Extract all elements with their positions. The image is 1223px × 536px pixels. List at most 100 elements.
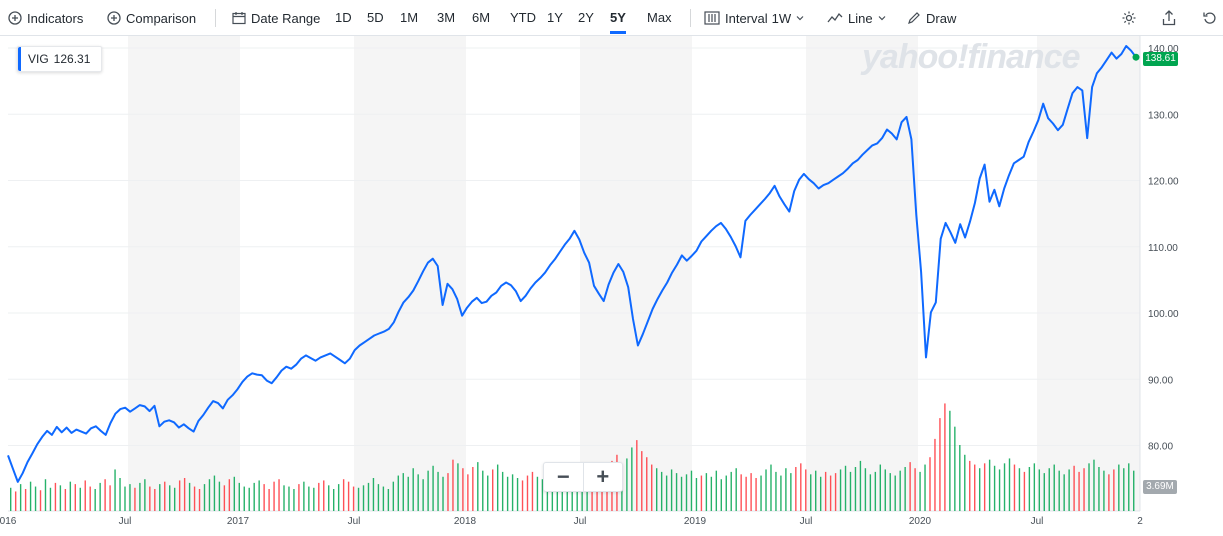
volume-bar [392, 481, 395, 511]
indicators-label: Indicators [27, 10, 84, 26]
comparison-button[interactable]: Comparison [107, 0, 196, 36]
volume-bar [496, 464, 499, 511]
volume-bar [193, 486, 196, 511]
settings-button[interactable] [1121, 0, 1142, 36]
volume-bar [521, 480, 524, 511]
volume-bar [964, 454, 966, 511]
range-button-1y[interactable]: 1Y [547, 10, 563, 25]
indicators-button[interactable]: Indicators [8, 0, 83, 36]
volume-bar [819, 476, 822, 511]
x-tick-label: Jul [574, 516, 587, 527]
volume-bar [1063, 474, 1065, 511]
range-button-max[interactable]: Max [647, 10, 672, 25]
x-tick-label: Jul [348, 516, 361, 527]
volume-bar [462, 468, 464, 511]
volume-bar [770, 464, 772, 511]
volume-bar [884, 469, 886, 511]
volume-bar [144, 479, 146, 511]
volume-bar [506, 476, 509, 511]
volume-bar [238, 482, 240, 511]
volume-bar [89, 486, 91, 511]
reset-button[interactable] [1203, 0, 1222, 36]
chart-toolbar: Indicators Comparison Date Range 1D 5D 1M 3… [0, 0, 1223, 36]
volume-bar [318, 482, 320, 511]
volume-bar [700, 475, 703, 511]
volume-bar [790, 473, 792, 511]
volume-bar [894, 475, 896, 511]
volume-bar [949, 410, 951, 511]
range-button-1m[interactable]: 1M [400, 10, 419, 25]
volume-bar [561, 478, 563, 511]
volume-bar [725, 475, 727, 511]
volume-bar [223, 485, 226, 511]
volume-bar [765, 469, 767, 511]
volume-bar [1098, 467, 1100, 511]
volume-bar [278, 479, 280, 511]
volume-bar [576, 473, 578, 511]
volume-bar [636, 440, 638, 511]
range-button-5y[interactable]: 5Y [610, 10, 626, 34]
volume-bar [104, 479, 106, 511]
volume-bar [919, 471, 921, 511]
volume-bar [899, 470, 901, 511]
range-button-3m[interactable]: 3M [437, 10, 456, 25]
draw-button[interactable]: Draw [907, 0, 956, 36]
volume-bar [859, 460, 862, 511]
volume-bar [94, 489, 96, 511]
volume-bar [695, 478, 698, 511]
range-button-2y[interactable]: 2Y [578, 10, 594, 25]
volume-bar [879, 464, 882, 511]
volume-bar [531, 471, 534, 511]
volume-bar [954, 426, 956, 511]
volume-bar [213, 475, 216, 511]
candles-icon [704, 11, 720, 25]
volume-bar [332, 489, 335, 511]
volume-bar [198, 489, 201, 511]
range-button-6m[interactable]: 6M [472, 10, 491, 25]
volume-bar [139, 482, 141, 511]
volume-bar [303, 481, 305, 511]
volume-bar [924, 464, 926, 511]
volume-bar [586, 474, 588, 511]
range-button-1d[interactable]: 1D [335, 10, 352, 25]
period-band [1037, 36, 1140, 511]
range-button-ytd[interactable]: YTD [510, 10, 536, 25]
date-range-button[interactable]: Date Range [232, 0, 320, 36]
y-tick-label: 100.00 [1148, 309, 1179, 320]
chevron-down-icon [878, 16, 886, 21]
share-button[interactable] [1162, 0, 1181, 36]
toolbar-divider [690, 9, 691, 27]
volume-bar [988, 459, 991, 511]
volume-bar [452, 459, 454, 511]
range-button-5d[interactable]: 5D [367, 10, 384, 25]
volume-bar [268, 489, 270, 511]
volume-bar [134, 487, 136, 511]
plus-circle-icon [107, 11, 121, 25]
volume-bar [675, 473, 678, 511]
volume-bar [233, 476, 236, 511]
volume-bar [283, 485, 285, 511]
volume-bar [402, 473, 404, 511]
chart-type-label: Line [848, 10, 873, 26]
volume-bar [1078, 471, 1080, 511]
chart-type-dropdown[interactable]: Line [827, 0, 892, 36]
period-band [128, 36, 240, 511]
volume-bar [1038, 469, 1041, 511]
volume-bar [164, 481, 166, 511]
volume-bar [978, 468, 981, 511]
draw-label: Draw [926, 10, 957, 26]
volume-bar [501, 471, 504, 511]
volume-bar [29, 481, 32, 511]
interval-dropdown[interactable]: Interval 1W [704, 0, 810, 36]
volume-bar [849, 471, 852, 511]
volume-bar [834, 473, 837, 511]
zoom-in-button[interactable]: + [596, 464, 610, 489]
zoom-out-button[interactable]: − [544, 463, 584, 491]
volume-bar [904, 467, 906, 511]
volume-bar [810, 474, 812, 511]
volume-bar [1133, 470, 1135, 511]
volume-bar [934, 438, 936, 511]
volume-bar [258, 480, 260, 511]
volume-bar [99, 482, 101, 511]
